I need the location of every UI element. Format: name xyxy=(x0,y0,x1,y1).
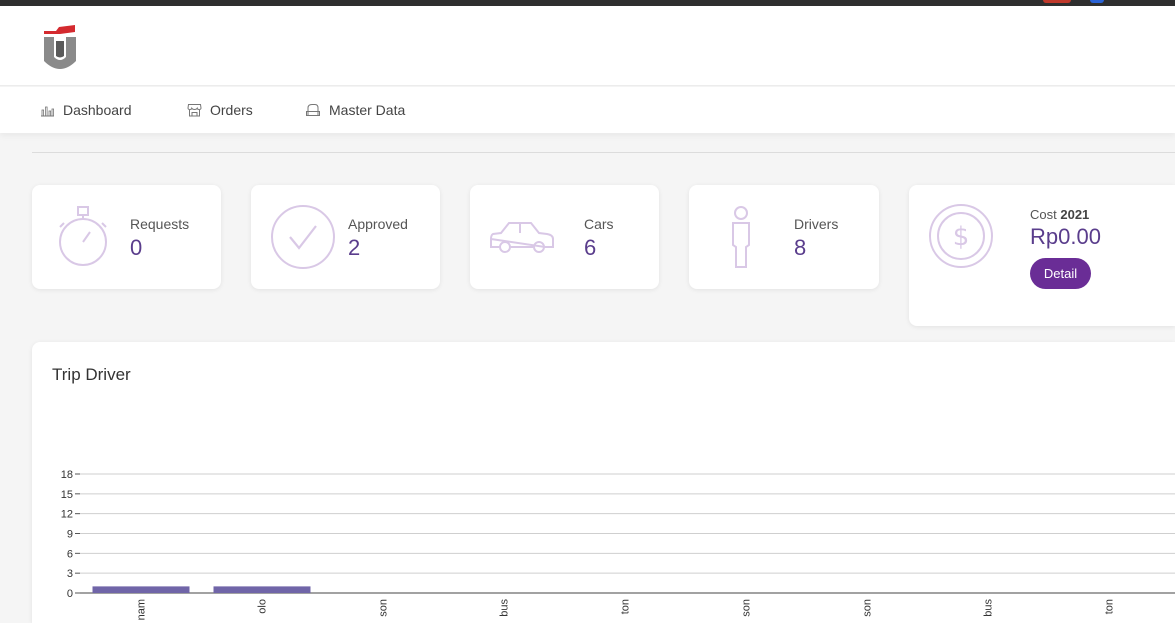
bar xyxy=(213,586,311,593)
y-tick-label: 0 xyxy=(67,588,73,600)
cars-value: 6 xyxy=(584,235,597,260)
x-tick-label: olo xyxy=(257,599,269,614)
browser-indicator-red xyxy=(1043,0,1071,3)
drivers-label: Drivers xyxy=(794,216,839,232)
y-tick-label: 12 xyxy=(61,509,73,521)
drivers-value: 8 xyxy=(794,235,807,260)
stat-card-cost: $ Cost 2021 Rp0.00 Detail xyxy=(909,185,1175,326)
bar-chart-icon xyxy=(41,106,55,117)
cost-label: Cost 2021 xyxy=(1030,207,1089,222)
chart-title: Trip Driver xyxy=(52,365,131,384)
nav-label-dashboard: Dashboard xyxy=(63,102,132,118)
app-header xyxy=(0,6,1175,86)
nav-item-master-data[interactable]: Master Data xyxy=(305,99,405,121)
stat-card-drivers: Drivers 8 xyxy=(689,185,879,289)
browser-top-strip xyxy=(0,0,1175,6)
y-tick-label: 18 xyxy=(61,469,73,481)
dollar-coin-icon: $ xyxy=(929,204,993,268)
cost-label-text: Cost xyxy=(1030,207,1057,222)
store-icon xyxy=(187,104,202,117)
y-tick-label: 6 xyxy=(67,548,73,560)
x-tick-label: ton xyxy=(1104,599,1116,614)
nav-item-orders[interactable]: Orders xyxy=(187,99,253,121)
browser-indicator-blue xyxy=(1090,0,1104,3)
nav-label-master-data: Master Data xyxy=(329,102,406,118)
x-tick-label: son xyxy=(378,599,390,617)
approved-value: 2 xyxy=(348,235,361,260)
cost-year: 2021 xyxy=(1060,207,1090,222)
y-tick-label: 3 xyxy=(67,568,73,580)
cost-value: Rp0.00 xyxy=(1030,224,1101,249)
detail-button[interactable]: Detail xyxy=(1030,258,1091,289)
y-tick-label: 15 xyxy=(61,489,73,501)
nav-label-orders: Orders xyxy=(210,102,253,118)
content-divider xyxy=(32,152,1175,153)
stopwatch-icon xyxy=(59,206,107,266)
x-tick-label: son xyxy=(862,599,874,617)
y-tick-label: 9 xyxy=(67,529,73,541)
trip-driver-panel: Trip Driver 0 3 6 9 12 15 18 nam olo son bus ton son… xyxy=(32,342,1175,623)
car-seat-icon xyxy=(306,104,320,116)
trip-driver-chart: 0 3 6 9 12 15 18 nam olo son bus ton son son bus ton xyxy=(61,469,1175,620)
bar xyxy=(92,586,190,593)
stat-card-approved: Approved 2 xyxy=(251,185,440,289)
nav-item-dashboard[interactable]: Dashboard xyxy=(40,99,132,121)
x-tick-label: bus xyxy=(499,599,511,617)
car-icon xyxy=(489,222,554,253)
stat-card-cars: Cars 6 xyxy=(470,185,659,289)
logo-icon[interactable] xyxy=(42,23,78,71)
svg-text:$: $ xyxy=(953,222,970,252)
x-tick-label: nam xyxy=(136,599,148,620)
approved-label: Approved xyxy=(348,216,408,232)
x-tick-label: ton xyxy=(620,599,632,614)
main-nav: Dashboard Orders Master Data xyxy=(0,87,1175,133)
cars-label: Cars xyxy=(584,216,614,232)
person-icon xyxy=(732,206,750,268)
checkmark-circle-icon xyxy=(271,205,335,269)
x-tick-label: son xyxy=(741,599,753,617)
requests-value: 0 xyxy=(130,235,143,260)
requests-label: Requests xyxy=(130,216,190,232)
x-tick-label: bus xyxy=(983,599,995,617)
stat-card-requests: Requests 0 xyxy=(32,185,221,289)
